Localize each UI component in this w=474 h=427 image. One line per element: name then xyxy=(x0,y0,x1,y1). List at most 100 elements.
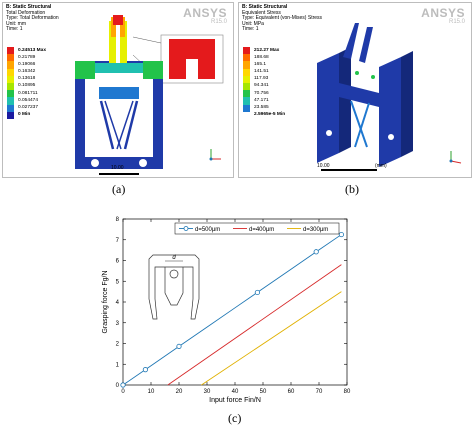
x-tick-label: 10 xyxy=(148,389,155,395)
legend-swatch xyxy=(7,47,14,55)
inset-dimension-label: d xyxy=(172,255,176,261)
ansys-brand: ANSYS R15.0 xyxy=(183,6,227,25)
chart-svg: 0 10 20 30 40 50 60 70 80 0 1 2 3 4 5 6 7 8 Input force Fi… xyxy=(102,217,351,404)
analysis-title: B: Static Structural xyxy=(6,4,52,10)
legend-swatch xyxy=(7,97,14,105)
inset-jaw-slot xyxy=(164,267,184,306)
series-line xyxy=(122,234,342,386)
result-unit: Unit: MPa xyxy=(242,20,264,27)
result-type: Type: Total Deformation xyxy=(6,15,59,22)
y-tick-label: 0 xyxy=(116,383,120,389)
legend-swatch xyxy=(7,111,14,119)
legend-value: 0.24513 Max xyxy=(18,47,47,53)
legend-swatch xyxy=(7,54,14,62)
series-line xyxy=(167,264,342,386)
inset-object xyxy=(169,269,179,279)
y-axis-label: Grasping force Fg/N xyxy=(102,270,109,333)
result-unit: Unit: mm xyxy=(6,20,26,27)
right-column xyxy=(379,57,401,167)
y-tick-label: 1 xyxy=(116,362,120,368)
y-tick-label: 6 xyxy=(116,259,120,265)
data-point xyxy=(120,382,126,388)
data-point xyxy=(142,367,149,373)
legend-entry: d=300μm xyxy=(303,227,328,233)
result-time: Time: 1 xyxy=(242,26,259,33)
left-column xyxy=(317,53,339,163)
legend-value: 0.081711 xyxy=(18,90,38,96)
legend-value: 0 Min xyxy=(18,112,31,118)
scale-label: 10.00 xyxy=(111,165,124,171)
result-time: Time: 1 xyxy=(6,26,23,33)
x-tick-label: 40 xyxy=(232,389,239,395)
scale-label-left: 10.00 xyxy=(317,163,330,169)
legend-swatch xyxy=(243,61,250,69)
deformation-model-view xyxy=(75,15,224,175)
legend-swatch xyxy=(243,82,250,91)
legend-value: 212.27 Max xyxy=(254,47,280,53)
y-tick-label: 8 xyxy=(116,217,120,223)
result-name: Total Deformation xyxy=(6,9,46,16)
legend-value: 0.13618 xyxy=(18,76,36,82)
scale-label-right: (mm) xyxy=(375,163,387,169)
grasping-force-chart: 0 10 20 30 40 50 60 70 80 0 1 2 3 4 5 6 7 8 Input force Fi… xyxy=(95,213,367,409)
legend-swatch xyxy=(243,104,250,112)
legend-value: 0.027237 xyxy=(18,105,39,110)
y-tick-label: 3 xyxy=(116,321,120,327)
legend-swatch xyxy=(243,90,250,98)
x-tick-label: 80 xyxy=(344,389,351,395)
legend-value: 70.756 xyxy=(254,90,269,96)
legend-box xyxy=(174,222,340,235)
ansys-version: R15.0 xyxy=(448,19,465,25)
y-tick-label: 2 xyxy=(116,342,120,348)
legend-value: 0.10895 xyxy=(18,83,36,89)
legend-swatch xyxy=(243,68,250,76)
legend-swatch xyxy=(7,61,14,69)
stress-model-view xyxy=(317,23,462,171)
stress-legend-min: 2.5965e-5 Min xyxy=(254,112,286,117)
legend-swatch xyxy=(243,54,250,62)
legend-swatch xyxy=(7,75,14,83)
panel-a-total-deformation: B: Static Structural Total Deformation T… xyxy=(2,2,234,178)
series-line xyxy=(201,291,342,386)
x-tick-label: 50 xyxy=(260,389,267,395)
ansys-logo-text: ANSYS xyxy=(183,6,227,20)
result-type: Type: Equivalent (von-Mises) Stress xyxy=(242,15,323,22)
plot-frame xyxy=(122,218,348,386)
legend-swatch xyxy=(7,104,14,112)
x-tick-label: 70 xyxy=(316,389,323,395)
data-point xyxy=(313,249,319,255)
x-tick-label: 30 xyxy=(204,389,211,395)
legend-swatch xyxy=(243,97,250,105)
left-jaw-arm xyxy=(75,61,95,79)
caption-c: (c) xyxy=(228,411,242,425)
x-axis-label: Input force Fin/N xyxy=(209,397,261,404)
panel-b-equivalent-stress: B: Static Structural Equivalent Stress T… xyxy=(238,2,472,178)
ansys-brand: ANSYS R15.0 xyxy=(421,6,465,25)
legend-entry: d=500μm xyxy=(195,227,220,233)
legend-value: 0.21789 xyxy=(18,54,36,60)
x-tick-label: 20 xyxy=(176,389,183,395)
inset-gripper-outline xyxy=(148,254,200,320)
simulation-info: B: Static Structural Total Deformation T… xyxy=(6,4,59,33)
result-name: Equivalent Stress xyxy=(242,9,281,16)
caption-a: (a) xyxy=(112,182,126,196)
legend-swatch xyxy=(7,82,14,91)
legend-swatch xyxy=(7,68,14,76)
legend-value: 0.16342 xyxy=(18,69,36,75)
legend-value: 165.1 xyxy=(254,61,267,67)
ansys-version: R15.0 xyxy=(210,19,227,25)
legend-value: 141.51 xyxy=(254,69,269,75)
legend-value: 188.68 xyxy=(254,54,269,60)
y-tick-label: 4 xyxy=(116,300,120,306)
legend-value: 0.19066 xyxy=(18,61,36,67)
x-tick-label: 0 xyxy=(121,389,125,395)
legend-marker xyxy=(183,226,189,231)
legend-value: 47.171 xyxy=(254,97,269,103)
legend-value: 117.93 xyxy=(254,76,269,82)
legend-swatch xyxy=(243,47,250,55)
legend-value: 23.585 xyxy=(254,105,269,110)
y-tick-label: 7 xyxy=(116,238,120,244)
caption-b: (b) xyxy=(345,182,359,196)
data-point xyxy=(176,343,182,350)
data-point xyxy=(254,289,260,296)
